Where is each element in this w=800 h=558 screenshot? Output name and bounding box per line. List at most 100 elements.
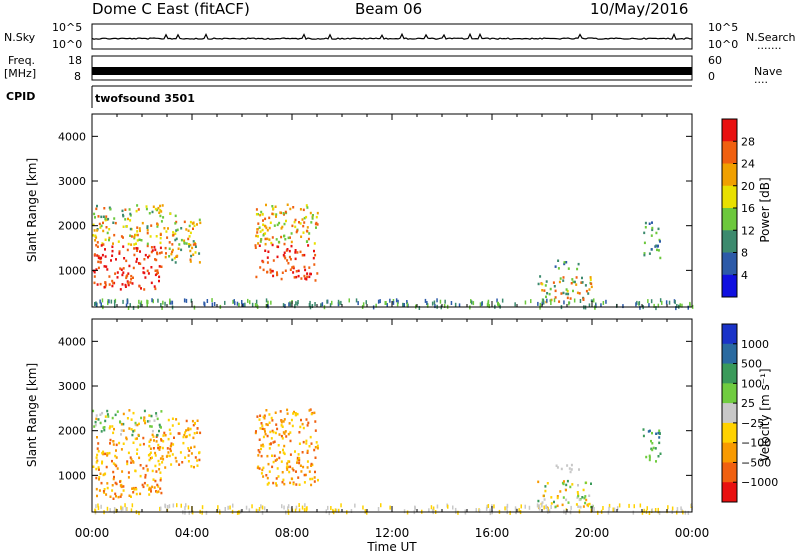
echo-cell	[133, 488, 136, 491]
echo-cell	[509, 510, 511, 515]
echo-cell	[189, 258, 192, 261]
echo-cell	[264, 225, 267, 228]
echo-cell	[274, 205, 277, 208]
echo-cell	[587, 503, 589, 508]
echo-cell	[585, 289, 588, 293]
echo-cell	[277, 475, 280, 478]
echo-cell	[133, 235, 136, 239]
echo-cell	[112, 242, 114, 245]
echo-cell	[192, 240, 195, 243]
echo-cell	[436, 298, 438, 303]
echo-cell	[537, 301, 539, 306]
echo-cell	[112, 221, 115, 224]
echo-cell	[174, 222, 177, 225]
velocity-colorbar: 1000 500 100 25 −25 −100 −500 −1000	[721, 323, 778, 503]
echo-cell	[268, 443, 271, 446]
echo-cell	[290, 244, 293, 248]
echo-cell	[188, 224, 191, 228]
echo-cell	[647, 430, 650, 433]
echo-cell	[648, 456, 651, 459]
echo-cell	[487, 299, 490, 304]
echo-cell	[402, 302, 404, 307]
echo-cell	[262, 435, 265, 439]
echo-cell	[392, 300, 395, 305]
echo-cell	[120, 493, 123, 496]
echo-cell	[658, 238, 661, 242]
echo-cell	[122, 225, 125, 228]
echo-cell	[272, 460, 275, 464]
echo-cell	[588, 303, 591, 308]
echo-cell	[157, 298, 159, 303]
colorbar-cell	[722, 208, 737, 231]
echo-cell	[545, 280, 548, 283]
echo-cell	[119, 484, 122, 487]
echo-cell	[581, 496, 584, 499]
colorbar-tick-label: 25	[741, 397, 755, 410]
echo-cell	[175, 229, 178, 232]
echo-cell	[92, 234, 95, 237]
echo-cell	[158, 265, 161, 268]
echo-cell	[194, 456, 197, 459]
echo-cell	[147, 272, 150, 275]
nsky-bottom-tick: 10^0	[52, 38, 82, 51]
echo-cell	[273, 224, 276, 227]
echo-cell	[120, 429, 123, 432]
echo-cell	[127, 281, 130, 285]
echo-cell	[289, 302, 292, 307]
echo-cell	[543, 505, 545, 510]
echo-cell	[300, 470, 303, 473]
echo-cell	[162, 300, 164, 305]
echo-cell	[135, 247, 138, 250]
echo-cell	[314, 456, 317, 459]
echo-cell	[158, 211, 161, 214]
colorbar-tick-label: 16	[741, 202, 755, 215]
echo-cell	[265, 226, 268, 230]
echo-cell	[365, 300, 367, 305]
echo-cell	[556, 504, 559, 508]
echo-cell	[288, 302, 290, 307]
echo-cell	[577, 262, 580, 266]
echo-cell	[133, 236, 136, 240]
echo-cell	[136, 448, 139, 451]
echo-cell	[111, 245, 114, 248]
echo-cell	[185, 228, 188, 231]
echo-cell	[241, 300, 243, 304]
echo-cell	[454, 302, 457, 307]
echo-cell	[189, 260, 192, 263]
echo-cell	[316, 447, 319, 450]
echo-cell	[632, 510, 635, 515]
echo-cell	[171, 243, 174, 246]
echo-cell	[95, 476, 98, 480]
echo-cell	[470, 300, 473, 305]
power-panel-frame	[91, 113, 693, 308]
echo-cell	[102, 215, 105, 218]
echo-cell	[261, 427, 264, 430]
echo-cell	[190, 254, 193, 258]
echo-cell	[129, 214, 132, 217]
echo-cell	[584, 495, 587, 498]
echo-cell	[279, 410, 282, 413]
echo-cell	[190, 298, 193, 303]
echo-cell	[185, 298, 188, 303]
echo-cell	[126, 280, 129, 283]
echo-cell	[132, 430, 135, 433]
echo-cell	[112, 440, 115, 443]
echo-cell	[255, 213, 258, 216]
echo-cell	[264, 217, 267, 221]
echo-cell	[651, 226, 654, 230]
echo-cell	[155, 235, 158, 238]
echo-cell	[148, 444, 151, 448]
echo-cell	[189, 231, 192, 235]
echo-cell	[377, 507, 380, 511]
echo-cell	[655, 244, 658, 247]
echo-cell	[545, 295, 547, 299]
echo-cell	[238, 302, 240, 307]
echo-cell	[160, 439, 163, 442]
echo-cell	[313, 249, 315, 253]
echo-cell	[234, 301, 236, 306]
echo-cell	[524, 300, 527, 305]
echo-cell	[295, 275, 298, 279]
echo-cell	[290, 477, 293, 480]
echo-cell	[122, 485, 125, 488]
echo-cell	[332, 508, 334, 513]
